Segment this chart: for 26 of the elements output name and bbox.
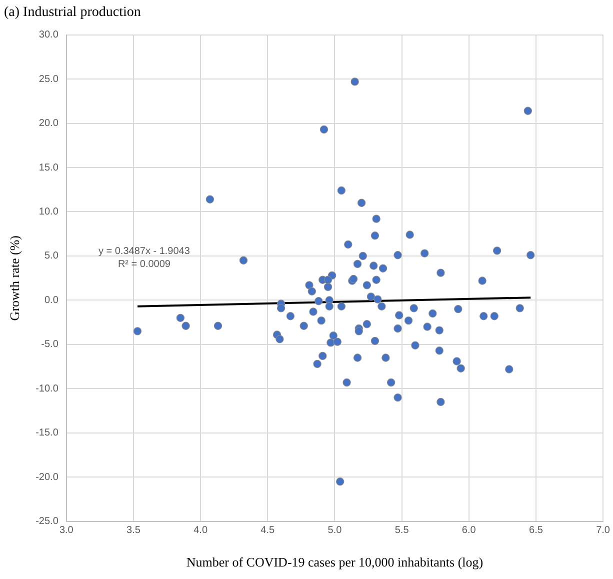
chart-title: (a) Industrial production [4,5,141,20]
y-axis-title: Growth rate (%) [7,236,22,321]
y-tick-label: 10.0 [38,206,59,218]
annotation: y = 0.3487x - 1.9043 [98,246,190,257]
x-tick-label: 6.0 [462,525,476,536]
x-tick-label: 7.0 [596,525,610,536]
y-tick-label: 25.0 [38,74,59,85]
y-tick-label: -25.0 [36,516,59,528]
x-tick-label: 4.0 [194,525,208,536]
y-tick-label: -5.0 [41,339,59,350]
y-tick-label: -15.0 [36,428,59,439]
y-tick-label: 0.0 [44,294,59,306]
y-tick-label: 5.0 [44,250,59,262]
y-tick-label: 30.0 [38,30,59,41]
x-tick-label: 5.0 [328,525,342,536]
y-tick-label: 20.0 [38,118,59,130]
x-axis-title: Number of COVID-19 cases per 10,000 inhabitants (log) [186,554,484,570]
y-tick-label: -10.0 [36,383,59,394]
x-tick-label: 4.5 [260,525,276,536]
x-tick-label: 6.5 [529,525,544,536]
x-tick-label: 3.5 [126,525,141,536]
x-tick-label: 3.0 [59,525,74,536]
annotation: R² = 0.0009 [118,258,171,270]
x-tick-label: 5.5 [394,525,410,536]
y-tick-label: 15.0 [38,162,59,174]
y-tick-label: -20.0 [36,472,59,483]
